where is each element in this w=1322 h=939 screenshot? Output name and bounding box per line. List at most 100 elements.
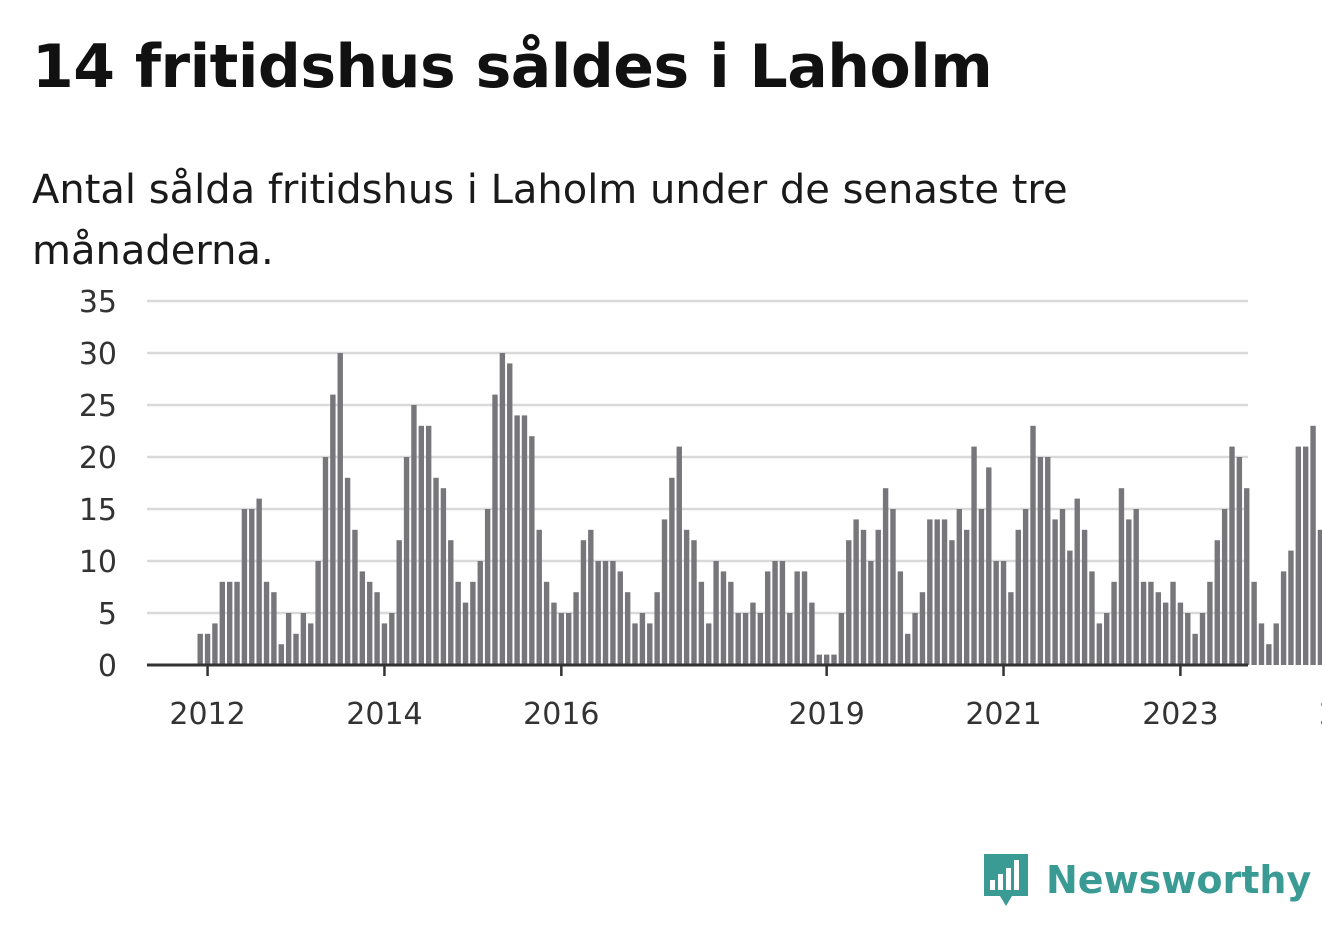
bar [809,602,815,665]
bar [1148,581,1154,665]
bar [706,623,712,665]
bar [389,613,395,665]
y-tick-label: 5 [98,597,117,632]
bar [256,498,262,665]
bar [838,613,845,665]
bar [344,477,351,665]
bar [986,467,992,665]
bar [1199,613,1206,665]
bar [647,623,653,665]
y-tick-label: 10 [79,545,117,580]
bar [411,405,417,665]
bar [750,602,756,665]
bar [1008,592,1014,665]
bar [742,613,749,665]
bar [1214,540,1220,665]
bar [853,519,859,665]
bar [226,581,233,665]
bar [204,633,211,665]
bar [624,592,631,665]
bar [669,477,675,665]
bar [1089,571,1095,665]
bar [470,581,476,665]
x-tick-label: 2016 [523,697,599,732]
x-tick-label: 2019 [788,697,864,732]
bar [1037,457,1044,665]
bar [1111,581,1117,665]
bar [1192,633,1198,665]
y-axis-tick-labels: 0 5 10 15 20 25 30 35 [79,285,117,684]
bar [1266,644,1272,665]
bar [425,425,432,665]
bar [720,571,727,665]
y-tick-label: 30 [79,337,117,372]
bar [492,394,498,665]
bar [315,561,321,665]
y-tick-label: 0 [98,649,117,684]
bar [949,540,955,665]
bar [507,363,513,665]
bar [1030,425,1036,665]
bar [764,571,771,665]
bar [1244,488,1250,665]
bar [1229,446,1235,665]
bar [676,446,682,665]
bar [816,654,822,665]
bar [352,529,358,665]
bar [308,623,314,665]
bar [300,613,307,665]
bar [1303,446,1309,665]
bar [772,561,778,665]
bar [632,623,638,665]
bar [1221,509,1228,665]
bar [993,561,999,665]
y-tick-label: 25 [79,389,117,424]
bar [912,613,918,665]
bar [1207,581,1213,665]
bar [941,519,948,665]
bar [713,561,719,665]
bar [1118,488,1125,665]
bar [1067,550,1073,665]
bar [1177,602,1184,665]
bar [330,394,336,665]
bar [956,509,963,665]
bar [1251,581,1257,665]
bar [1096,623,1103,665]
bar [1081,529,1088,665]
bar [823,654,830,665]
x-tick-label: 2014 [346,697,422,732]
bar [1280,571,1287,665]
bar [1317,529,1322,665]
bar [448,540,454,665]
bar [1170,581,1176,665]
bar [639,613,646,665]
x-tick-label: 2023 [1142,697,1218,732]
bar [1104,613,1110,665]
bar-chart-speech-bubble-icon [984,854,1028,906]
bar [197,633,203,665]
bar [1000,561,1007,665]
bar [934,519,940,665]
bar [433,477,439,665]
bar [882,488,889,665]
bar [860,529,867,665]
y-tick-label: 35 [79,285,117,320]
bar [566,613,572,665]
bar [654,592,660,665]
bar [661,519,668,665]
bar [890,509,896,665]
bar [462,602,469,665]
bar [455,581,461,665]
bar [1052,519,1058,665]
bar [927,519,933,665]
bar [285,613,292,665]
bar [278,644,284,665]
newsworthy-logo[interactable]: Newsworthy [980,850,1311,910]
bar [241,509,248,665]
bar [403,457,410,665]
bar [1045,457,1051,665]
bar [1133,509,1139,665]
